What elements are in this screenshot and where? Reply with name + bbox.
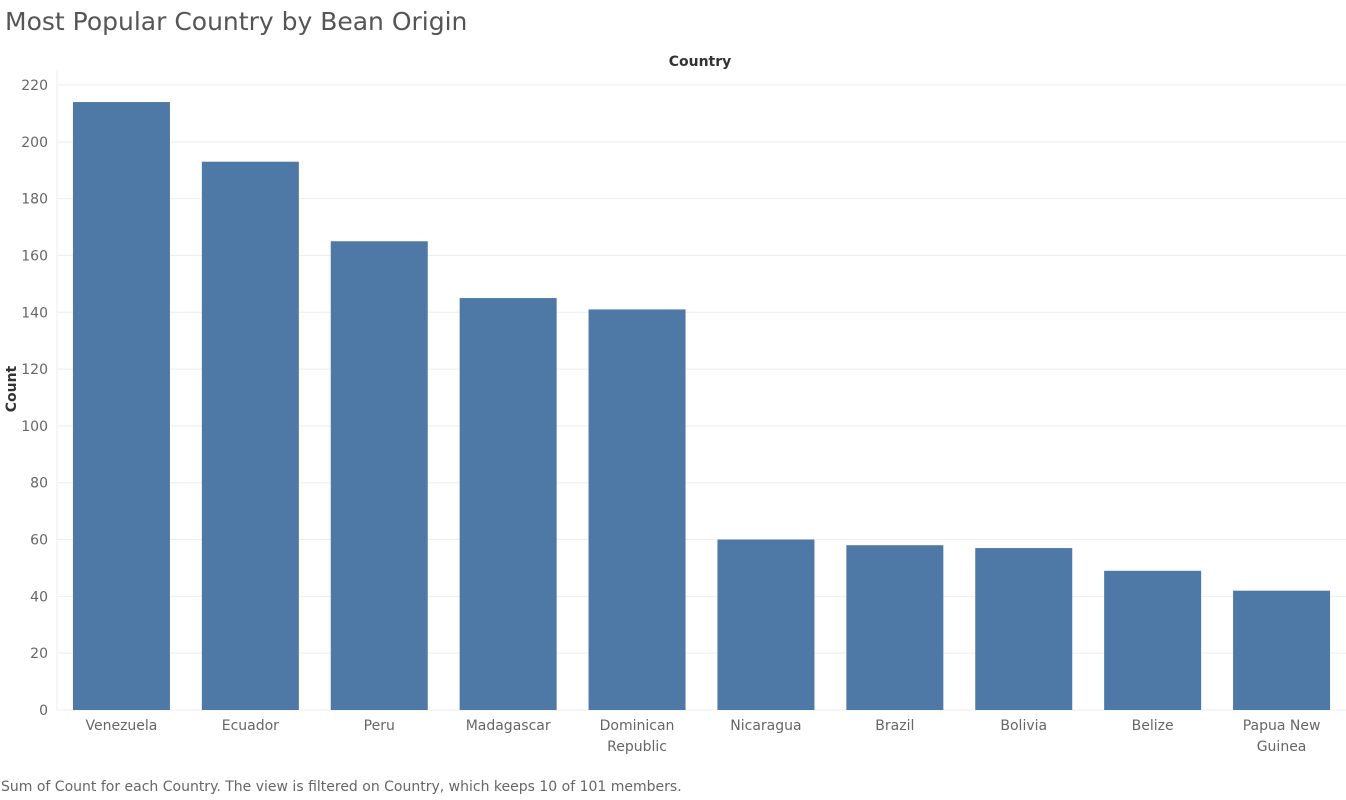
bar-chart: 0 20 40 60 80 100 120 140 160 180 200 220 Venezuela…: [4, 54, 1346, 755]
bar[interactable]: [1233, 590, 1331, 710]
x-tick-label: Dominican: [600, 718, 675, 734]
x-tick-label: Peru: [364, 718, 395, 734]
bar[interactable]: [717, 539, 815, 710]
chart-title: Most Popular Country by Bean Origin: [5, 7, 468, 36]
x-tick-label: Guinea: [1257, 739, 1307, 755]
x-tick-label: Bolivia: [1000, 718, 1047, 734]
y-tick-label: 100: [21, 419, 48, 435]
x-tick-label: Nicaragua: [730, 718, 801, 734]
y-tick-label: 220: [21, 78, 48, 94]
y-tick-label: 120: [21, 362, 48, 378]
y-tick-label: 40: [30, 589, 48, 605]
y-tick-label: 180: [21, 192, 48, 208]
x-tick-label: Brazil: [875, 718, 914, 734]
y-tick-label: 0: [39, 703, 48, 719]
bar[interactable]: [201, 161, 299, 711]
y-tick-label: 80: [30, 476, 48, 492]
bar[interactable]: [459, 298, 557, 710]
y-axis-ticks: 0 20 40 60 80 100 120 140 160 180 200 220: [21, 78, 48, 719]
y-tick-label: 140: [21, 305, 48, 321]
x-tick-label: Belize: [1132, 718, 1174, 734]
x-tick-label: Papua New: [1243, 718, 1321, 734]
y-tick-label: 20: [30, 646, 48, 662]
y-tick-label: 60: [30, 533, 48, 549]
x-axis-ticks: Venezuela Ecuador Peru Madagascar Dominican R…: [85, 718, 1320, 755]
x-tick-label: Republic: [607, 739, 667, 755]
bar[interactable]: [330, 241, 428, 710]
x-tick-label: Madagascar: [466, 718, 551, 734]
bar[interactable]: [72, 102, 170, 710]
bar[interactable]: [588, 309, 686, 710]
y-axis-title: Count: [4, 365, 20, 412]
bar[interactable]: [1104, 570, 1202, 710]
x-tick-label: Venezuela: [85, 718, 157, 734]
bar[interactable]: [975, 548, 1073, 710]
bar[interactable]: [846, 545, 944, 710]
x-tick-label: Ecuador: [222, 718, 279, 734]
x-axis-title: Country: [669, 54, 732, 70]
chart-footer-note: Sum of Count for each Country. The view …: [1, 779, 682, 795]
y-tick-label: 200: [21, 135, 48, 151]
bars: [72, 102, 1331, 711]
y-tick-label: 160: [21, 248, 48, 264]
